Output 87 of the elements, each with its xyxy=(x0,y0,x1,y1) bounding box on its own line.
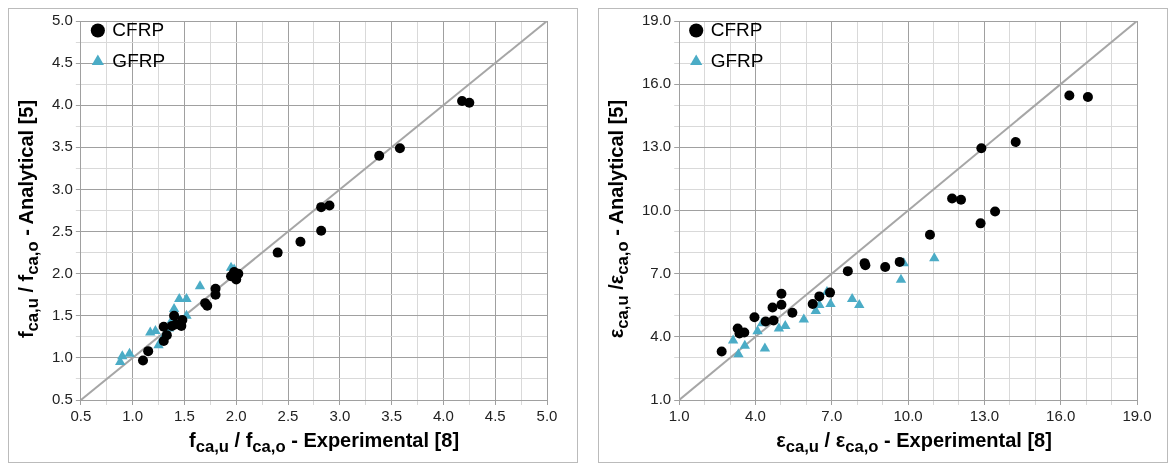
x-tick-label: 1.5 xyxy=(174,407,195,425)
point xyxy=(780,319,791,329)
x-tick-label: 5.0 xyxy=(536,407,558,425)
y-tick-label: 19.0 xyxy=(641,11,672,29)
y-tick-label: 7.0 xyxy=(650,263,672,281)
point xyxy=(976,143,987,154)
x-tick-label: 4.0 xyxy=(745,407,766,425)
point xyxy=(854,299,865,309)
point xyxy=(739,339,751,349)
point xyxy=(895,273,907,283)
point xyxy=(177,314,188,325)
y-tick-label: 10.0 xyxy=(641,200,672,218)
y-tick-label: 3.5 xyxy=(51,137,73,155)
point xyxy=(825,297,836,307)
point xyxy=(767,302,778,313)
point xyxy=(464,97,475,108)
y-tick-label: 13.0 xyxy=(641,137,672,155)
point xyxy=(776,288,787,299)
x-tick-label: 0.5 xyxy=(70,407,92,425)
y-tick-label: 0.5 xyxy=(51,390,73,408)
y-tick-label: 2.0 xyxy=(51,263,73,281)
point xyxy=(124,347,135,357)
point xyxy=(798,313,810,323)
x-tick-label: 19.0 xyxy=(1122,407,1152,425)
legend-label: CFRP xyxy=(112,18,165,40)
x-tick-label: 4.0 xyxy=(432,407,454,425)
legend-label: CFRP xyxy=(710,18,763,40)
x-tick-label: 1.0 xyxy=(668,407,690,425)
point xyxy=(716,346,727,357)
x-tick-label: 4.5 xyxy=(484,407,506,425)
legend-label: GFRP xyxy=(112,49,166,71)
x-axis-title: f$_{ca,u}$ / f$_{ca,o}$ - Experimental [8] xyxy=(187,429,461,457)
point xyxy=(272,247,283,258)
x-tick-label: 7.0 xyxy=(821,407,843,425)
point xyxy=(956,194,966,205)
x-tick-label: 2.0 xyxy=(225,407,247,425)
x-tick-label: 10.0 xyxy=(893,407,923,425)
y-tick-label: 1.0 xyxy=(650,390,672,408)
point xyxy=(759,342,771,352)
point xyxy=(846,292,858,302)
point xyxy=(194,280,206,290)
point xyxy=(929,252,940,262)
x-tick-label: 3.5 xyxy=(381,407,403,425)
point xyxy=(894,256,905,267)
x-axis-title: ε$_{ca,u}$ / ε$_{ca,o}$ - Experimental [8] xyxy=(775,429,1053,457)
point xyxy=(807,298,818,309)
y-tick-label: 4.5 xyxy=(51,53,73,71)
point xyxy=(990,206,1001,217)
y-tick-label: 2.5 xyxy=(51,221,73,239)
x-tick-label: 16.0 xyxy=(1046,407,1076,425)
point xyxy=(138,355,149,366)
point xyxy=(316,202,327,213)
y-tick-label: 1.5 xyxy=(51,305,73,323)
legend-label: GFRP xyxy=(710,49,764,71)
point xyxy=(776,299,787,310)
point xyxy=(1082,92,1093,103)
x-tick-label: 2.5 xyxy=(277,407,299,425)
point xyxy=(394,143,405,154)
y-tick-label: 5.0 xyxy=(51,11,73,29)
point xyxy=(947,193,958,204)
point xyxy=(924,229,935,240)
point xyxy=(842,266,853,277)
y-tick-label: 4.0 xyxy=(51,95,73,113)
x-tick-label: 3.0 xyxy=(329,407,351,425)
point xyxy=(324,200,335,211)
point xyxy=(880,261,891,272)
point xyxy=(316,225,327,236)
y-tick-label: 4.0 xyxy=(650,326,672,344)
y-tick-label: 1.0 xyxy=(51,348,73,366)
point xyxy=(975,218,986,229)
point xyxy=(768,315,779,326)
x-tick-label: 1.0 xyxy=(122,407,144,425)
point xyxy=(814,291,825,302)
point xyxy=(752,325,763,335)
point xyxy=(295,236,306,247)
x-tick-label: 13.0 xyxy=(969,407,999,425)
y-tick-label: 16.0 xyxy=(641,74,672,92)
point xyxy=(1064,90,1075,101)
y-tick-label: 3.0 xyxy=(51,179,73,197)
point xyxy=(787,307,798,318)
point xyxy=(733,348,744,358)
point xyxy=(825,287,836,298)
point xyxy=(143,346,154,357)
point xyxy=(1010,137,1021,148)
point xyxy=(727,334,739,344)
point xyxy=(749,312,760,323)
point xyxy=(374,150,385,161)
